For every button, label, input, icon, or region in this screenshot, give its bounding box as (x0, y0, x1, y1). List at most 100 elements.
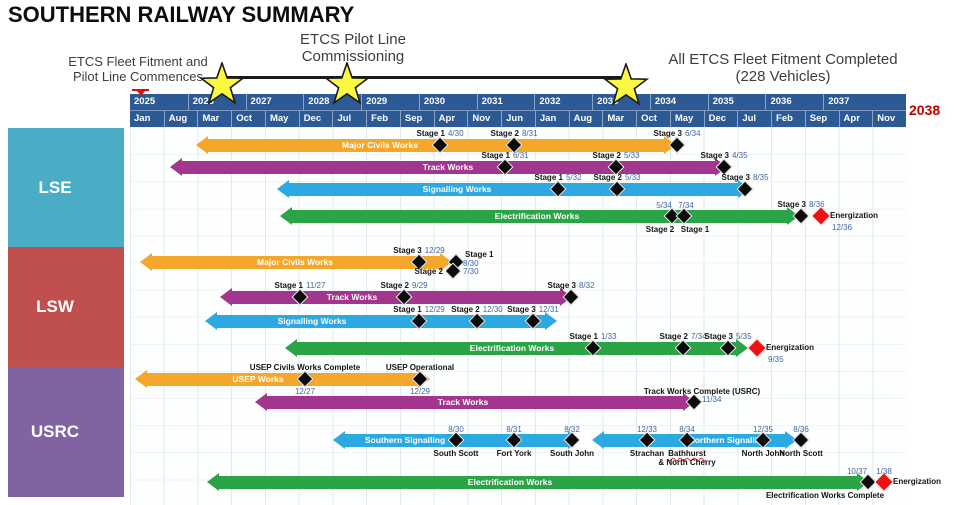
month-cell: Apr (433, 111, 468, 127)
milestone-name: Stage 2 (646, 225, 674, 234)
milestone-date: 12/36 (832, 223, 852, 232)
month-cell: Mar (197, 111, 231, 127)
milestone-name: Stage 2 (593, 173, 622, 182)
milestone-name: Stage 1 (569, 332, 598, 341)
milestone-label: Stage 1 5/32 (534, 173, 581, 182)
milestone-date: 8/36 (808, 200, 825, 209)
milestone-date: 12/29 (424, 246, 445, 255)
bar-label: Track Works (422, 162, 474, 172)
milestone-name: Stage 2 (343, 267, 443, 276)
milestone-name: Stage 3 (653, 129, 682, 138)
milestone-name: North John (742, 449, 785, 458)
star-icon (198, 60, 246, 108)
milestone-date-line: 12/36 (832, 223, 853, 232)
milestone-date: 5/35 (735, 332, 752, 341)
milestone-date: 7/34 (690, 332, 707, 341)
milestone-date-line: 8/36 (793, 425, 809, 434)
milestone-date: 11/34 (702, 395, 721, 404)
milestone-name-line: USEP Operational (385, 363, 455, 372)
milestone-name: North Scott (779, 449, 823, 458)
milestone-label: Stage 1 4/30 (416, 129, 463, 138)
milestone-date-line: 12/29 (409, 387, 431, 396)
month-cell: Jan (134, 113, 151, 124)
milestone-name-line: USEP Civils Works Complete (249, 363, 361, 372)
milestone-label: Stage 2 5/33 (593, 173, 640, 182)
milestone-label: Stage 3 4/35 (700, 151, 747, 160)
milestone-date: 8/30 (463, 259, 479, 268)
bar-arrow-left-icon (135, 369, 147, 388)
milestone-date: 12/33 (637, 425, 657, 434)
milestone-label: Stage 3 8/35 (721, 173, 768, 182)
milestone-name-line: North John (741, 449, 785, 458)
milestone-label: Stage 3 12/31 (507, 305, 559, 314)
milestone-date-line: 9/35 (768, 355, 784, 364)
milestone-label: Stage 3 6/34 (653, 129, 700, 138)
month-cell: Dec (703, 111, 738, 127)
bar-arrow-right-icon (545, 311, 557, 330)
month-cell: Oct (231, 111, 265, 127)
milestone-name-line: Energization (766, 343, 815, 352)
milestone-date-line: 8/31 (506, 425, 522, 434)
bar-arrow-left-icon (277, 179, 289, 198)
milestone-label: Stage 3 12/29 (393, 246, 445, 255)
milestone-date: 9/35 (768, 355, 784, 364)
milestone-name-line: South Scott (433, 449, 479, 458)
milestone-date-line: 7/34 (678, 201, 694, 210)
month-cell: Feb (366, 111, 400, 127)
annotation-line: ETCS Pilot Line (300, 31, 406, 48)
annotation-line: ETCS Fleet Fitment and (68, 54, 208, 69)
timeline-month-header: Jan Aug Mar Oct May Dec Jul Feb Sep Apr Nov Jun Jan A… (130, 110, 906, 127)
bar-arrow-left-icon (170, 157, 182, 176)
milestone-date-line: 7/30 (463, 267, 479, 276)
milestone-label: Stage 2 9/29 (380, 281, 427, 290)
milestone-name-line: & North Cherry (658, 458, 716, 467)
month-cell: Aug (568, 111, 603, 127)
milestone-date: 8/31 (506, 425, 522, 434)
bar-label: Electrification Works (494, 211, 580, 221)
bar-label: Electrification Works (467, 477, 553, 487)
month-cell: Jul (332, 111, 366, 127)
milestone-date: 8/31 (521, 129, 538, 138)
month-cell: May (264, 111, 299, 127)
milestone-date: 5/34 (656, 201, 672, 210)
milestone-name-line: Track Works Complete (USRC) (643, 387, 761, 396)
milestone-date: 12/27 (295, 387, 315, 396)
milestone-name: Stage 3 (547, 281, 576, 290)
milestone-date-line: 8/32 (564, 425, 580, 434)
milestone-date: 12/29 (410, 387, 430, 396)
bar-arrow-left-icon (220, 287, 232, 306)
bar-arrow-left-icon (285, 338, 297, 357)
milestone-name: Stage 3 (700, 151, 729, 160)
milestone-date: 8/32 (578, 281, 595, 290)
timeline-year-header: 2025 2026 2027 2028 2029 2030 2031 2032 2033 2034… (130, 94, 906, 110)
milestone-name: Energization (830, 211, 878, 220)
bar-label: Southern Signalling (364, 435, 446, 445)
milestone-connector-line (225, 76, 623, 79)
milestone-date: 7/34 (678, 201, 694, 210)
milestone-name: Stage 2 (659, 332, 688, 341)
section-label-usrc: USRC (8, 367, 124, 497)
milestone-label: Stage 1 6/31 (481, 151, 528, 160)
bar-body (150, 255, 442, 269)
milestone-name: USEP Civils Works Complete (250, 363, 360, 372)
page-title: SOUTHERN RAILWAY SUMMARY (8, 2, 355, 27)
annotation-line: All ETCS Fleet Fitment Completed (668, 51, 898, 68)
milestone-date: 12/29 (424, 305, 445, 314)
bar-label: Major Civils Works (342, 140, 418, 150)
bar-arrow-left-icon (592, 430, 604, 449)
milestone-label: Stage 1 11/27 (275, 281, 326, 290)
year-cell: 2034 (649, 94, 708, 110)
bar-label: Signalling Works (277, 316, 347, 326)
milestone-name: Stage 3 (393, 246, 422, 255)
milestone-name: South John (550, 449, 594, 458)
milestone-name-line: Strachan (629, 449, 665, 458)
annotation-pilot-line-commissioning: ETCS Pilot Line Commissioning (268, 31, 438, 65)
milestone-date-line: 11/34 (702, 395, 722, 404)
bar-label: Major Civils Works (257, 257, 333, 267)
milestone-name: Stage 1 (274, 281, 304, 290)
milestone-name-line: Stage 2 (645, 225, 675, 234)
milestone-date: 8/35 (752, 173, 769, 182)
month-cell: Sep (399, 111, 434, 127)
year-cell: 2029 (361, 94, 419, 110)
